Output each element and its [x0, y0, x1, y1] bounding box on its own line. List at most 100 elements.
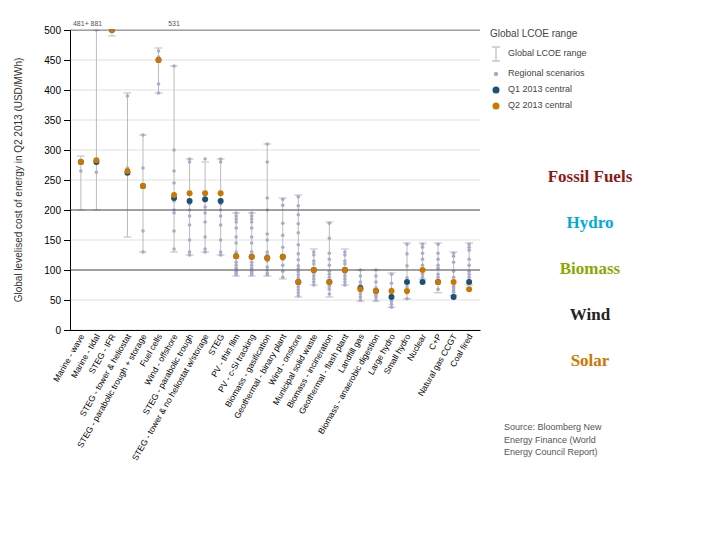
regional-dot [296, 213, 300, 217]
y-tick: 450 [44, 55, 70, 66]
central-dots [78, 30, 472, 301]
range-cap-high [341, 249, 349, 250]
regional-dot [452, 251, 456, 255]
central-dot [93, 157, 99, 163]
range-bar [419, 243, 427, 279]
range-bar [124, 93, 132, 237]
y-tick-label: 0 [55, 325, 61, 336]
central-dot [326, 279, 332, 285]
regional-dot [219, 157, 223, 161]
regional-dot [265, 142, 269, 146]
range-bar [388, 273, 396, 307]
range-bar [186, 159, 194, 255]
y-tick: 250 [44, 175, 70, 186]
y-tick: 0 [55, 325, 70, 336]
regional-dot [95, 170, 99, 174]
regional-dot [452, 260, 456, 264]
y-tick-mark [64, 240, 70, 241]
regional-dot [436, 242, 440, 246]
central-dot [342, 267, 348, 273]
y-tick-mark [64, 90, 70, 91]
regional-dot [172, 148, 176, 152]
regional-dot [250, 241, 254, 245]
regional-dot [405, 297, 409, 301]
central-dot [404, 279, 410, 285]
y-axis-title: Global levelised cost of energy in Q2 20… [13, 58, 24, 303]
regional-dot [312, 250, 316, 254]
grid-line [70, 150, 480, 151]
range-bar [170, 66, 178, 252]
y-tick-mark [64, 60, 70, 61]
y-tick: 100 [44, 265, 70, 276]
central-dot [420, 267, 426, 273]
regional-dot [328, 257, 332, 261]
y-tick-mark [64, 30, 70, 31]
range-bar [77, 156, 85, 210]
regional-dot [343, 259, 347, 263]
y-tick-label: 200 [44, 205, 61, 216]
y-tick-label: 450 [44, 55, 61, 66]
grid-line [70, 30, 480, 31]
group-label: Biomass [560, 259, 621, 278]
regional-dot [219, 223, 223, 227]
group-label: Solar [571, 351, 610, 370]
y-tick-mark [64, 120, 70, 121]
regional-dot [421, 251, 425, 255]
ranges [77, 30, 473, 307]
legend-range-icon [492, 46, 500, 47]
grid-line [70, 180, 480, 181]
regional-dot [172, 247, 176, 251]
range-line [142, 135, 143, 252]
regional-dot [296, 258, 300, 262]
regional-dot [188, 214, 192, 218]
regional-dot [328, 292, 332, 296]
regional-dot [141, 250, 145, 254]
legend-marker [494, 72, 498, 76]
y-tick: 300 [44, 145, 70, 156]
range-bar [310, 249, 318, 285]
regional-dot [234, 241, 238, 245]
range-bar [341, 249, 349, 285]
central-dot [280, 254, 286, 260]
x-tick: Biomass - anaerobic digestion [316, 332, 382, 436]
range-cap-high [310, 249, 318, 250]
range-cap-low [434, 292, 442, 293]
central-dot [404, 288, 410, 294]
regional-dot [265, 160, 269, 164]
group-label: Fossil Fuels [548, 167, 633, 186]
legend-label: Q1 2013 central [508, 84, 572, 94]
legend-label: Regional scenarios [508, 68, 585, 78]
regional-dot [126, 94, 130, 98]
regional-dot [188, 250, 192, 254]
y-tick-label: 300 [44, 145, 61, 156]
y-tick: 400 [44, 85, 70, 96]
range-cap-low [124, 237, 132, 238]
regional-dot [296, 264, 300, 268]
central-dot [202, 190, 208, 196]
y-tick-label: 100 [44, 265, 61, 276]
regional-dot [265, 238, 269, 242]
regional-dot [452, 275, 456, 279]
regional-dot [328, 236, 332, 240]
regional-dot [421, 263, 425, 267]
y-tick-mark [64, 300, 70, 301]
regional-dot [436, 251, 440, 255]
legend: Global LCOE rangeGlobal LCOE rangeRegion… [490, 28, 587, 111]
central-dot [109, 30, 115, 34]
regional-dot [172, 64, 176, 68]
legend-item: Regional scenarios [494, 68, 585, 78]
central-dot [420, 279, 426, 285]
plot-area [70, 30, 480, 310]
y-axis-line [64, 31, 71, 331]
central-dot [311, 267, 317, 273]
regional-dot [328, 221, 332, 225]
legend-label: Global LCOE range [508, 48, 587, 58]
reference-line [70, 269, 480, 270]
regional-dot [172, 169, 176, 173]
central-dot [326, 279, 332, 285]
regional-dot [281, 197, 285, 201]
regional-dot [296, 231, 300, 235]
regional-dot [188, 157, 192, 161]
range-cap-high [124, 93, 132, 94]
regional-dot [328, 263, 332, 267]
